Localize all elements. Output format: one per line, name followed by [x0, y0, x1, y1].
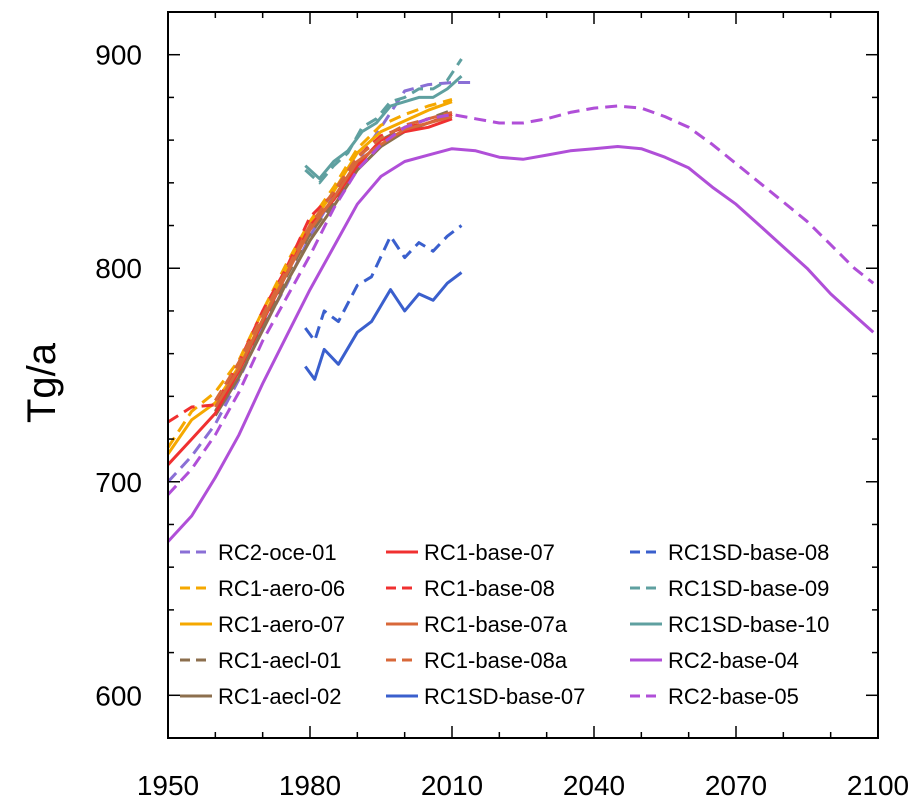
y-tick-label: 800: [95, 253, 142, 284]
y-tick-label: 700: [95, 467, 142, 498]
legend-label: RC2-oce-01: [218, 540, 337, 565]
legend-item-rc1sd-base-08: RC1SD-base-08: [630, 540, 829, 565]
x-tick-label: 2100: [847, 770, 909, 801]
legend-label: RC1-aecl-02: [218, 684, 342, 709]
legend-label: RC1-aero-07: [218, 612, 345, 637]
series-line-rc1-aero-06: [166, 98, 453, 449]
series-line-rc1-base-08a: [214, 110, 453, 402]
legend: RC2-oce-01 RC1-aero-06 RC1-aero-07 RC1-aecl…: [180, 540, 829, 709]
x-tick-label: 2010: [421, 770, 483, 801]
y-tick-label: 900: [95, 40, 142, 71]
legend-item-rc1-base-08: RC1-base-08: [386, 576, 555, 601]
legend-label: RC1-base-07: [424, 540, 555, 565]
legend-label: RC1-aecl-01: [218, 648, 342, 673]
series-line-rc2-oce-01: [166, 81, 476, 483]
legend-item-rc1sd-base-07: RC1SD-base-07: [386, 684, 585, 709]
series-line-rc1sd-base-09: [304, 58, 463, 185]
x-tick-label: 2070: [705, 770, 767, 801]
legend-item-rc1-base-07a: RC1-base-07a: [386, 612, 568, 637]
plot-series-layer: [166, 58, 875, 543]
legend-item-rc1-base-07: RC1-base-07: [386, 540, 555, 565]
x-tick-label: 1980: [279, 770, 341, 801]
series-line-rc1-base-07a: [214, 115, 453, 408]
legend-item-rc2-oce-01: RC2-oce-01: [180, 540, 337, 565]
x-tick-label: 2040: [563, 770, 625, 801]
legend-label: RC2-base-05: [668, 684, 799, 709]
legend-label: RC1SD-base-10: [668, 612, 829, 637]
axis-ticks: [167, 12, 879, 738]
legend-label: RC1-base-07a: [424, 612, 568, 637]
series-line-rc1sd-base-08: [304, 224, 463, 343]
legend-item-rc1-aero-06: RC1-aero-06: [180, 576, 345, 601]
series-line-rc1sd-base-07: [304, 271, 463, 381]
y-axis-label: Tg/a: [20, 342, 64, 423]
legend-item-rc2-base-04: RC2-base-04: [630, 648, 799, 673]
series-line-rc1-aero-07: [166, 100, 453, 455]
legend-label: RC1SD-base-07: [424, 684, 585, 709]
legend-item-rc1-aero-07: RC1-aero-07: [180, 612, 345, 637]
y-tick-label: 600: [95, 680, 142, 711]
legend-label: RC1-base-08: [424, 576, 555, 601]
legend-item-rc1sd-base-09: RC1SD-base-09: [630, 576, 829, 601]
legend-label: RC1-base-08a: [424, 648, 568, 673]
series-line-rc2-base-05: [166, 104, 875, 496]
series-line-rc1sd-base-10: [304, 74, 463, 181]
series-line-rc2-base-04: [166, 145, 875, 543]
legend-label: RC1SD-base-09: [668, 576, 829, 601]
legend-item-rc2-base-05: RC2-base-05: [630, 684, 799, 709]
legend-label: RC1SD-base-08: [668, 540, 829, 565]
tick-labels: 1950 1980 2010 2040 2070 2100 600 700 800 900: [95, 40, 909, 801]
legend-label: RC1-aero-06: [218, 576, 345, 601]
legend-item-rc1-base-08a: RC1-base-08a: [386, 648, 568, 673]
x-tick-label: 1950: [137, 770, 199, 801]
legend-item-rc1-aecl-02: RC1-aecl-02: [180, 684, 342, 709]
legend-item-rc1-aecl-01: RC1-aecl-01: [180, 648, 342, 673]
plot-frame: [167, 11, 879, 739]
legend-label: RC2-base-04: [668, 648, 799, 673]
legend-item-rc1sd-base-10: RC1SD-base-10: [630, 612, 829, 637]
